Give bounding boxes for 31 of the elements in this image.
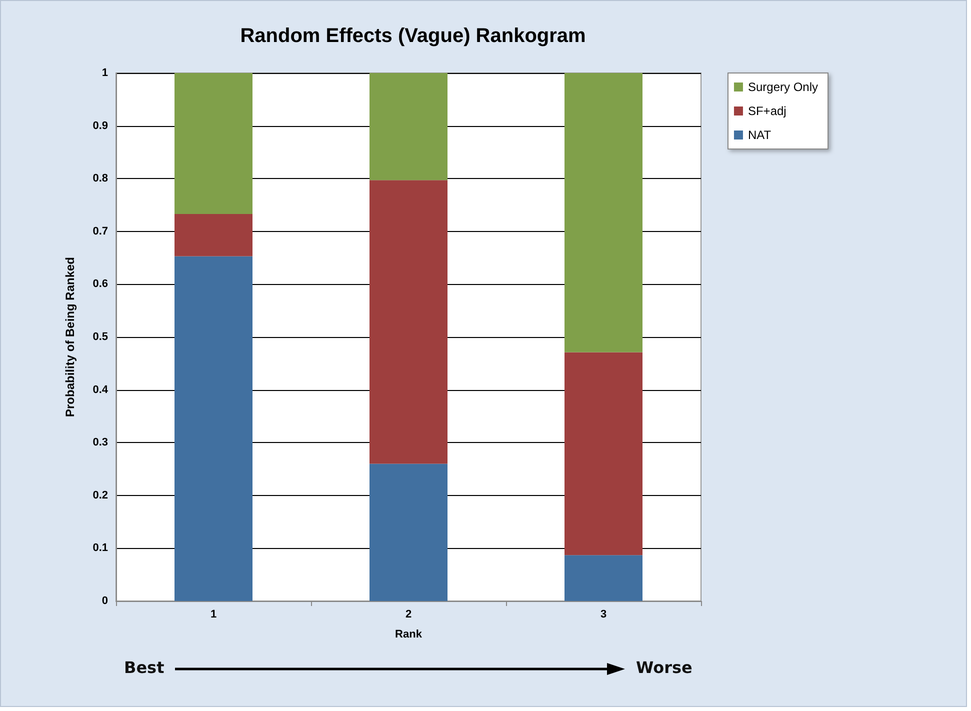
chart-title: Random Effects (Vague) Rankogram <box>240 25 586 47</box>
y-tick-label: 0.3 <box>92 436 108 449</box>
legend-label: NAT <box>748 128 772 142</box>
y-tick-label: 0.1 <box>92 542 108 554</box>
x-axis-title: Rank <box>395 628 423 640</box>
y-axis-title: Probability of Being Ranked <box>63 256 77 418</box>
bar <box>370 73 448 180</box>
bar <box>174 256 252 601</box>
y-tick-label: 0.5 <box>92 331 108 343</box>
text: Worse <box>636 658 692 677</box>
bar <box>564 555 642 601</box>
x-tick-label: 1 <box>210 608 217 620</box>
y-tick-label: 0.2 <box>92 489 108 502</box>
bar <box>564 73 642 352</box>
text: Best <box>124 658 164 677</box>
y-tick-label: 0.9 <box>92 120 108 132</box>
y-tick-label: 1 <box>102 67 108 79</box>
bar <box>370 180 448 464</box>
legend-label: SF+adj <box>748 104 786 118</box>
y-tick-label: 0.7 <box>92 225 108 238</box>
bar <box>174 73 252 214</box>
bar <box>564 352 642 556</box>
y-tick-label: 0 <box>102 595 108 607</box>
y-tick-label: 0.8 <box>92 172 108 185</box>
y-tick-label: 0.4 <box>92 384 109 396</box>
bar <box>174 214 252 256</box>
bar <box>370 464 448 601</box>
x-tick-label: 2 <box>405 608 412 620</box>
y-tick-label: 0.6 <box>92 278 108 290</box>
legend-label: Surgery Only <box>748 80 818 94</box>
x-tick-label: 3 <box>600 608 607 620</box>
